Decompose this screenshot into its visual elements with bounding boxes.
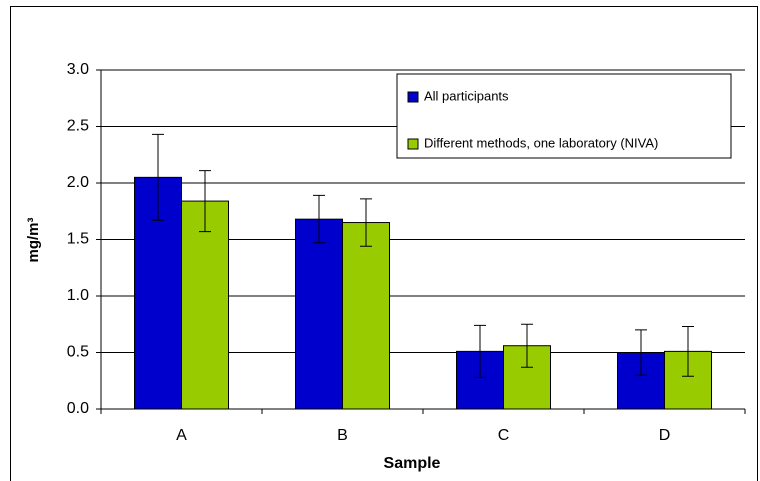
- y-axis-label: mg/m³: [25, 217, 42, 262]
- error-bar: [682, 326, 694, 377]
- y-tick-label: 3.0: [67, 61, 89, 78]
- y-tick-label: 1.5: [67, 231, 89, 248]
- x-tick-label: D: [659, 427, 671, 444]
- legend-label: All participants: [424, 88, 509, 103]
- chart-frame: [10, 6, 758, 481]
- error-bar: [199, 170, 211, 233]
- error-bar: [313, 194, 325, 244]
- y-tick-label: 0.0: [67, 400, 89, 417]
- error-bar: [635, 329, 647, 376]
- y-tick-label: 0.5: [67, 344, 89, 361]
- bar: [181, 200, 229, 410]
- y-tick-label: 1.0: [67, 287, 89, 304]
- error-bar: [152, 133, 164, 221]
- error-bar: [360, 198, 372, 247]
- legend-swatch: [407, 91, 419, 103]
- y-tick-label: 2.0: [67, 174, 89, 191]
- legend-swatch: [407, 138, 419, 150]
- x-tick-label: C: [498, 427, 510, 444]
- bar: [342, 222, 390, 410]
- legend-label: Different methods, one laboratory (NIVA): [424, 135, 658, 150]
- x-tick-label: B: [337, 427, 348, 444]
- y-tick-label: 2.5: [67, 118, 89, 135]
- x-axis-label: Sample: [384, 455, 441, 472]
- bar: [295, 218, 343, 410]
- error-bar: [474, 324, 486, 378]
- error-bar: [521, 323, 533, 368]
- x-tick-label: A: [176, 427, 187, 444]
- legend-box: [396, 73, 732, 159]
